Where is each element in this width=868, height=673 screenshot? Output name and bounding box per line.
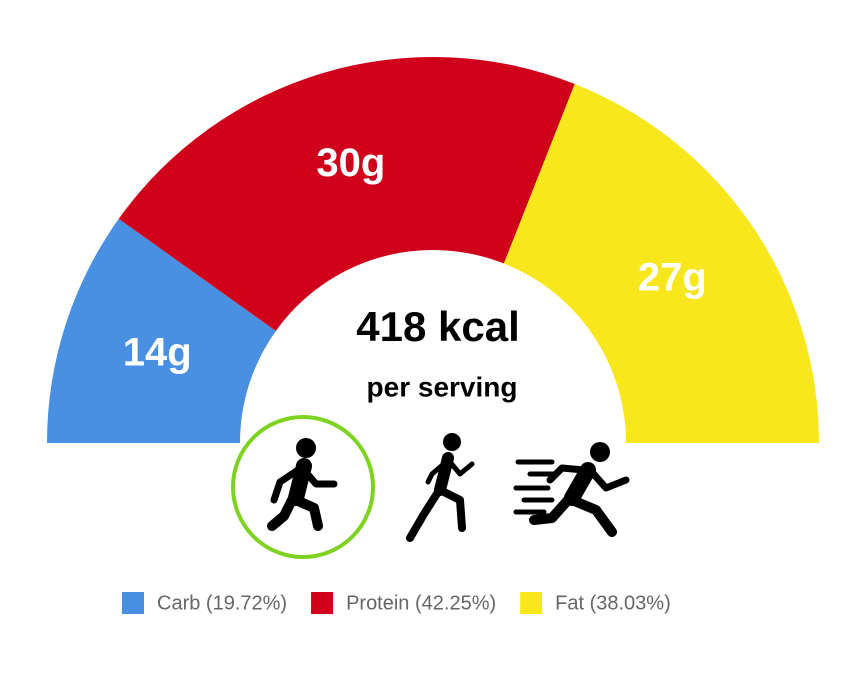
legend-swatch — [122, 592, 144, 614]
legend-label: Fat (38.03%) — [555, 592, 671, 614]
legend-label: Protein (42.25%) — [346, 592, 496, 614]
value-label: 14g — [123, 330, 192, 374]
selected-ring — [231, 415, 375, 559]
calories-unit: per serving — [367, 371, 518, 402]
calories: 418 kcal — [356, 303, 520, 350]
run-icon — [406, 433, 475, 542]
legend-label: Carb (19.72%) — [157, 592, 287, 614]
value-label: 30g — [316, 141, 385, 185]
walk-icon — [267, 438, 338, 531]
arc-segment — [118, 56, 575, 331]
value-label: 27g — [638, 256, 707, 300]
activity-icons — [231, 415, 630, 559]
sprint-icon — [513, 442, 630, 537]
arc-segment — [503, 83, 819, 444]
arc-segment — [47, 218, 276, 443]
legend-swatch — [311, 592, 334, 614]
legend-swatch — [520, 592, 543, 614]
